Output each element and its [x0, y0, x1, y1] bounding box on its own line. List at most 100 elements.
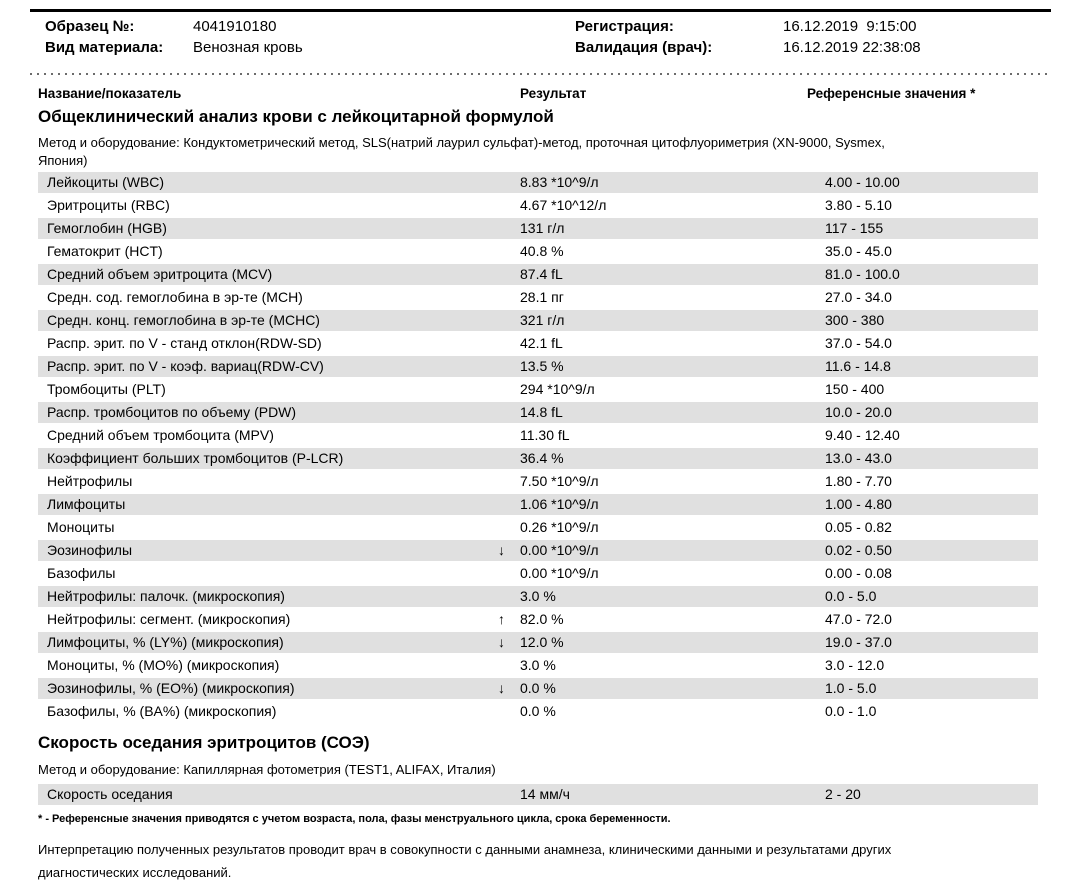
row-name: Распр. тромбоцитов по объему (PDW)	[47, 404, 297, 420]
table-row: Лимфоциты, % (LY%) (микроскопия) ↓ 12.0 …	[38, 632, 1038, 653]
reference-footnote: * - Референсные значения приводятся с уч…	[38, 812, 1038, 827]
report-section: Общеклинический анализ крови с лейкоцита…	[38, 107, 1038, 722]
section-method: Метод и оборудование: Кондуктометрически…	[38, 134, 1038, 169]
row-name: Гематокрит (HCT)	[47, 243, 163, 259]
row-flag-arrow-icon	[496, 563, 520, 584]
table-row: Нейтрофилы 7.50 *10^9/л 1.80 - 7.70	[38, 471, 1038, 492]
report-footer: * - Референсные значения приводятся с уч…	[38, 812, 1038, 884]
row-reference: 9.40 - 12.40	[825, 427, 900, 443]
row-result: 12.0 %	[520, 634, 564, 650]
row-result: 11.30 fL	[520, 427, 570, 443]
row-reference: 0.00 - 0.08	[825, 565, 892, 581]
row-result: 82.0 %	[520, 611, 564, 627]
row-flag-arrow-icon	[496, 310, 520, 331]
column-headers: Название/показатель Результат Референсны…	[38, 86, 1051, 102]
material-type-value: Венозная кровь	[193, 39, 303, 56]
row-reference: 300 - 380	[825, 312, 885, 328]
footnote-text: Референсные значения приводятся с учетом…	[49, 812, 671, 825]
row-name: Лимфоциты	[47, 496, 126, 512]
row-result: 131 г/л	[520, 220, 565, 236]
row-result: 0.00 *10^9/л	[520, 565, 599, 581]
row-name: Средний объем эритроцита (MCV)	[47, 266, 273, 282]
row-flag-arrow-icon	[496, 356, 520, 377]
row-name: Распр. эрит. по V - станд отклон(RDW-SD)	[47, 335, 322, 351]
row-name: Эритроциты (RBC)	[47, 197, 170, 213]
row-name: Нейтрофилы: палочк. (микроскопия)	[47, 588, 285, 604]
row-flag-arrow-icon: ↓	[498, 634, 505, 650]
row-flag-arrow-icon: ↓	[498, 542, 505, 558]
report-body: Общеклинический анализ крови с лейкоцита…	[38, 105, 1038, 884]
table-row: Лейкоциты (WBC) 8.83 *10^9/л 4.00 - 10.0…	[38, 172, 1038, 193]
row-reference: 0.05 - 0.82	[825, 519, 892, 535]
table-row: Эозинофилы, % (EO%) (микроскопия) ↓ 0.0 …	[38, 678, 1038, 699]
row-flag-arrow-icon	[496, 494, 520, 515]
row-flag-arrow-icon	[496, 402, 520, 423]
row-name: Средн. сод. гемоглобина в эр-те (MCH)	[47, 289, 303, 305]
row-name: Лейкоциты (WBC)	[47, 174, 165, 190]
row-reference: 13.0 - 43.0	[825, 450, 892, 466]
table-row: Лимфоциты 1.06 *10^9/л 1.00 - 4.80	[38, 494, 1038, 515]
row-name: Нейтрофилы: сегмент. (микроскопия)	[47, 611, 291, 627]
row-flag-arrow-icon	[496, 701, 520, 722]
row-result: 42.1 fL	[520, 335, 563, 351]
row-reference: 3.80 - 5.10	[825, 197, 892, 213]
registration-value: 16.12.2019 9:15:00	[783, 18, 917, 35]
sample-number-label: Образец №:	[45, 18, 135, 35]
row-flag-arrow-icon	[496, 425, 520, 446]
row-reference: 11.6 - 14.8	[825, 358, 891, 374]
table-row: Средний объем эритроцита (MCV) 87.4 fL 8…	[38, 264, 1038, 285]
row-name: Эозинофилы	[47, 542, 133, 558]
row-reference: 0.0 - 5.0	[825, 588, 877, 604]
top-rule	[30, 9, 1051, 12]
row-flag-arrow-icon	[496, 241, 520, 262]
row-flag-arrow-icon	[496, 517, 520, 538]
row-name: Моноциты	[47, 519, 115, 535]
row-reference: 47.0 - 72.0	[825, 611, 892, 627]
table-row: Гематокрит (HCT) 40.8 % 35.0 - 45.0	[38, 241, 1038, 262]
table-row: Базофилы 0.00 *10^9/л 0.00 - 0.08	[38, 563, 1038, 584]
table-row: Моноциты 0.26 *10^9/л 0.05 - 0.82	[38, 517, 1038, 538]
row-result: 1.06 *10^9/л	[520, 496, 599, 512]
row-flag-arrow-icon	[496, 264, 520, 285]
row-reference: 37.0 - 54.0	[825, 335, 892, 351]
row-flag-arrow-icon	[496, 448, 520, 469]
table-row: Эритроциты (RBC) 4.67 *10^12/л 3.80 - 5.…	[38, 195, 1038, 216]
results-table: Лейкоциты (WBC) 8.83 *10^9/л 4.00 - 10.0…	[38, 172, 1038, 722]
row-reference: 2 - 20	[825, 785, 861, 802]
table-row: Средний объем тромбоцита (MPV) 11.30 fL …	[38, 425, 1038, 446]
method-line: Япония)	[38, 152, 88, 168]
row-result: 0.0 %	[520, 680, 556, 696]
row-result: 3.0 %	[520, 588, 556, 604]
row-result: 0.0 %	[520, 703, 556, 719]
row-name: Распр. эрит. по V - коэф. вариац(RDW-CV)	[47, 358, 324, 374]
row-name: Моноциты, % (MO%) (микроскопия)	[47, 657, 280, 673]
row-result: 7.50 *10^9/л	[520, 473, 599, 489]
row-reference: 35.0 - 45.0	[825, 243, 892, 259]
row-result: 13.5 %	[520, 358, 564, 374]
row-reference: 27.0 - 34.0	[825, 289, 892, 305]
row-reference: 3.0 - 12.0	[825, 657, 885, 673]
row-name: Скорость оседания	[47, 785, 173, 802]
interpretation-line: Интерпретацию полученных результатов про…	[38, 841, 892, 857]
row-result: 36.4 %	[520, 450, 564, 466]
registration-label: Регистрация:	[575, 18, 674, 35]
validation-value: 16.12.2019 22:38:08	[783, 39, 921, 56]
section-title: Общеклинический анализ крови с лейкоцита…	[38, 107, 554, 126]
results-table: Скорость оседания 14 мм/ч 2 - 20	[38, 783, 1038, 805]
row-reference: 0.0 - 1.0	[825, 703, 877, 719]
row-result: 8.83 *10^9/л	[520, 174, 599, 190]
section-method: Метод и оборудование: Капиллярная фотоме…	[38, 761, 1038, 779]
row-name: Тромбоциты (PLT)	[47, 381, 166, 397]
row-result: 0.26 *10^9/л	[520, 519, 599, 535]
column-header-name: Название/показатель	[38, 86, 182, 101]
row-result: 294 *10^9/л	[520, 381, 595, 397]
row-flag-arrow-icon	[496, 218, 520, 239]
row-result: 0.00 *10^9/л	[520, 542, 599, 558]
table-row: Нейтрофилы: палочк. (микроскопия) 3.0 % …	[38, 586, 1038, 607]
row-reference: 1.80 - 7.70	[825, 473, 892, 489]
interpretation-note: Интерпретацию полученных результатов про…	[38, 838, 1038, 884]
header-row: Вид материала: Венозная кровь Валидация …	[38, 38, 1051, 58]
row-result: 28.1 пг	[520, 289, 564, 305]
row-reference: 0.02 - 0.50	[825, 542, 892, 558]
table-row: Моноциты, % (MO%) (микроскопия) 3.0 % 3.…	[38, 655, 1038, 676]
